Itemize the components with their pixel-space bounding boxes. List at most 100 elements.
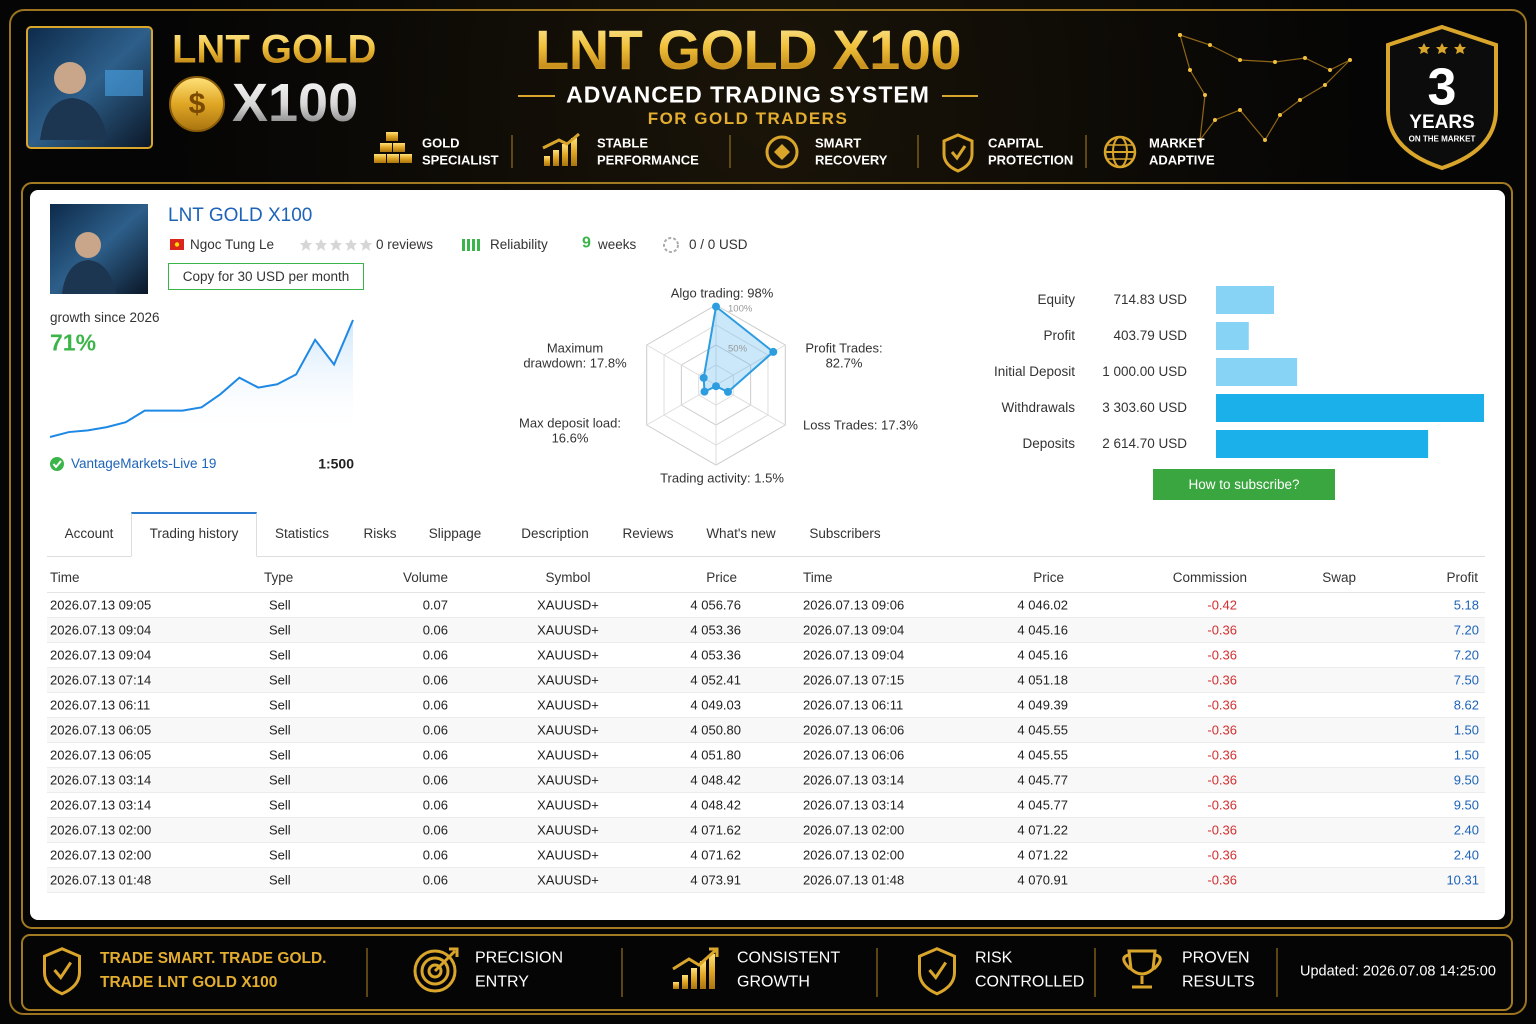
icon-part: [682, 975, 688, 989]
balance-bar: [1216, 322, 1249, 350]
table-cell: 4 073.91: [690, 872, 741, 888]
table-cell: Sell: [269, 647, 291, 663]
icon-part: [374, 154, 386, 163]
footer-feature: PROVEN: [1182, 949, 1250, 967]
icon-part: [673, 982, 679, 989]
tab[interactable]: Risks: [363, 526, 397, 542]
reviews: 0 reviews: [376, 237, 434, 253]
icon-part: [571, 138, 577, 166]
panel-frame: [21, 182, 1513, 929]
table-cell: 4 053.36: [690, 622, 741, 638]
feature-label: PROTECTION: [988, 152, 1074, 168]
subtitle: ADVANCED TRADING SYSTEM: [566, 81, 930, 108]
table-cell: 4 045.55: [1017, 722, 1068, 738]
footer-feature: ENTRY: [475, 973, 529, 991]
weeks-number: 9: [582, 234, 591, 252]
table-cell: 0.06: [422, 747, 448, 763]
balance-value: 2 614.70 USD: [1102, 436, 1187, 452]
radar-ring-label: 100%: [728, 303, 753, 315]
row-stripe: [47, 718, 1485, 743]
table-cell: 4 071.22: [1017, 822, 1068, 838]
reliability-bar: [477, 239, 480, 251]
tab[interactable]: Statistics: [274, 526, 330, 542]
rating-star: [300, 239, 312, 251]
table-cell: 4 050.80: [690, 722, 741, 738]
table-cell: 4 045.55: [1017, 747, 1068, 763]
footer-feature: RESULTS: [1182, 973, 1255, 991]
copy-button-label[interactable]: Copy for 30 USD per month: [182, 269, 350, 285]
table-cell: Sell: [269, 847, 291, 863]
table-cell: Sell: [269, 697, 291, 713]
radar-label: Trading activity: 1.5%: [660, 470, 784, 486]
table-cell: 2026.07.13 06:05: [50, 722, 152, 738]
badge-star: [1436, 43, 1448, 54]
table-cell: Sell: [269, 872, 291, 888]
growth-area: [50, 320, 353, 437]
table-header: Type: [264, 570, 294, 586]
table-cell: 10.31: [1446, 872, 1479, 888]
table-cell: 2026.07.13 03:14: [50, 797, 152, 813]
icon-part: [387, 154, 399, 163]
radar-point: [712, 302, 720, 311]
table-cell: 2026.07.13 09:04: [50, 647, 152, 663]
table-cell: 2026.07.13 02:00: [803, 822, 905, 838]
table-cell: 8.62: [1453, 697, 1479, 713]
table-cell: XAUUSD+: [537, 747, 599, 763]
broker: VantageMarkets-Live 19: [71, 456, 217, 472]
table-cell: 9.50: [1453, 772, 1479, 788]
table-cell: 2026.07.13 03:14: [50, 772, 152, 788]
table-cell: 4 053.36: [690, 647, 741, 663]
icon-part: [542, 132, 580, 150]
table-cell: 2026.07.13 06:11: [50, 697, 151, 713]
icon-part: [928, 961, 947, 981]
strategy-name: LNT GOLD X100: [168, 204, 313, 226]
avatar-figure: [75, 232, 101, 258]
badge-caption: ON THE MARKET: [1408, 134, 1476, 144]
tab[interactable]: Subscribers: [809, 526, 881, 542]
table-cell: Sell: [269, 747, 291, 763]
icon-part: [918, 947, 956, 996]
icon-part: [420, 956, 450, 986]
table-cell: XAUUSD+: [537, 622, 599, 638]
bull-star: [1188, 68, 1192, 72]
tab[interactable]: Account: [64, 526, 114, 542]
table-cell: XAUUSD+: [537, 797, 599, 813]
feature-label: PERFORMANCE: [597, 152, 699, 168]
tab[interactable]: What's new: [706, 526, 776, 542]
subscribe-button[interactable]: [1153, 469, 1335, 500]
badge-shield: [1386, 24, 1498, 171]
rating-star: [330, 239, 342, 251]
icon-part: [413, 949, 457, 993]
copy-button[interactable]: [168, 263, 364, 290]
table-cell: 4 046.02: [1017, 597, 1068, 613]
coin-symbol: $: [188, 87, 206, 121]
subscribe-button-label[interactable]: How to subscribe?: [1188, 477, 1300, 493]
tab[interactable]: Reviews: [622, 526, 674, 542]
table-cell: 4 056.76: [690, 597, 741, 613]
balance-value: 1 000.00 USD: [1102, 364, 1187, 380]
table-cell: 0.06: [422, 722, 448, 738]
outer-frame: [9, 9, 1527, 1015]
table-cell: 2026.07.13 03:14: [803, 772, 905, 788]
table-cell: 2026.07.13 09:06: [803, 597, 905, 613]
subscribers: 0 / 0 USD: [689, 237, 748, 253]
table-cell: 4 051.18: [1017, 672, 1068, 688]
icon-part: [950, 145, 967, 161]
tab[interactable]: Description: [521, 526, 589, 542]
radar-point: [769, 347, 778, 356]
table-cell: 9.50: [1453, 797, 1479, 813]
tab[interactable]: Slippage: [428, 526, 482, 542]
bull-star: [1238, 58, 1242, 62]
icon-part: [544, 156, 550, 166]
icon-part: [43, 947, 81, 996]
radar-label: Loss Trades: 17.3%: [803, 417, 918, 433]
table-cell: -0.36: [1207, 622, 1237, 638]
tab[interactable]: Trading history: [149, 526, 239, 542]
table-cell: 4 045.16: [1017, 647, 1068, 663]
active-tab[interactable]: [131, 512, 257, 557]
icon-part: [433, 947, 459, 973]
feature-label: CAPITAL: [988, 135, 1044, 151]
table-cell: 0.06: [422, 672, 448, 688]
table-cell: 0.06: [422, 647, 448, 663]
balance-bar: [1216, 394, 1484, 422]
